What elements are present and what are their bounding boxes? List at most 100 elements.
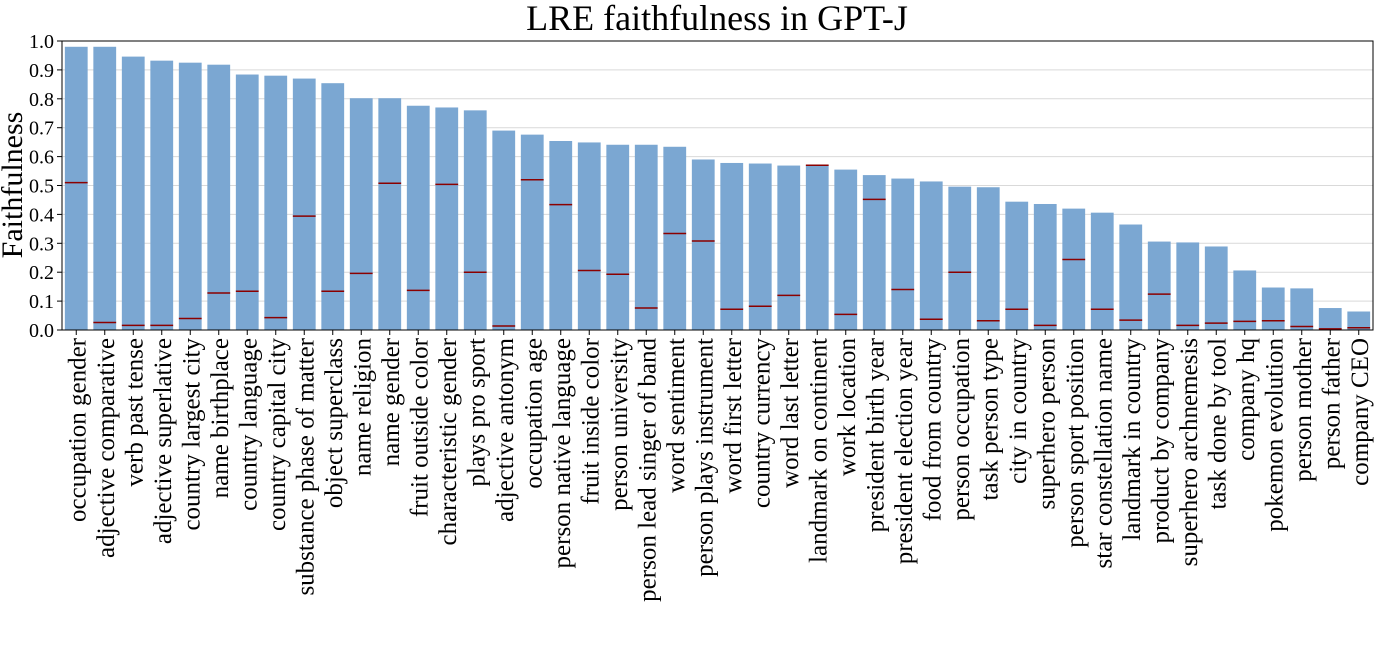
x-tick-label: city in country <box>1005 338 1032 484</box>
bar <box>1204 246 1228 330</box>
bar <box>64 46 88 330</box>
bar <box>207 64 231 330</box>
x-tick-label: food from country <box>919 338 946 522</box>
x-tick-label: landmark on continent <box>805 338 832 563</box>
x-tick-label: word last letter <box>777 337 804 488</box>
bar <box>178 62 202 331</box>
bar <box>1090 212 1114 330</box>
bar <box>634 144 658 330</box>
bar <box>1233 270 1257 330</box>
x-tick-label: verb past tense <box>121 338 148 487</box>
bar <box>805 165 829 330</box>
y-tick-label: 0.5 <box>29 176 54 198</box>
y-tick-label: 1.0 <box>29 31 54 53</box>
x-tick-label: adjective superlative <box>150 338 177 544</box>
x-tick-label: product by company <box>1147 338 1174 544</box>
markers-layer <box>64 164 1371 330</box>
bar <box>919 181 943 330</box>
x-tick-label: person father <box>1318 337 1345 469</box>
bar <box>891 178 915 330</box>
y-ticks-layer: 0.0 0.1 0.2 0.3 0.4 0.5 0.6 0.7 0.8 0.9 1.0 <box>29 31 62 342</box>
x-tick-label: country currency <box>748 338 775 509</box>
y-tick-label: 0.7 <box>29 118 54 140</box>
x-tick-label: occupation gender <box>64 337 91 522</box>
bar <box>1347 311 1371 330</box>
bar <box>321 83 345 330</box>
x-tick-label: occupation age <box>520 338 547 489</box>
y-tick-label: 0.9 <box>29 60 54 82</box>
bar <box>1005 201 1029 330</box>
x-tick-label: president election year <box>891 337 918 564</box>
bar <box>1318 308 1342 330</box>
y-tick-label: 0.4 <box>29 204 54 226</box>
x-tick-label: characteristic gender <box>435 337 462 545</box>
bar <box>549 140 573 330</box>
bar <box>150 60 174 330</box>
x-tick-label: task done by tool <box>1204 338 1231 510</box>
bar <box>349 98 373 330</box>
y-tick-label: 0.8 <box>29 89 54 111</box>
x-tick-label: person sport position <box>1062 338 1089 548</box>
x-tick-label: star constellation name <box>1090 338 1117 568</box>
bar <box>1033 203 1057 330</box>
x-tick-label: person university <box>606 338 633 511</box>
x-tick-label: person native language <box>549 338 576 568</box>
x-tick-label: fruit outside color <box>406 337 433 517</box>
x-tick-label: person mother <box>1290 337 1317 481</box>
bar <box>748 163 772 330</box>
x-tick-label: person occupation <box>948 338 975 521</box>
x-tick-label: name religion <box>349 338 376 477</box>
x-tick-label: name gender <box>378 337 405 466</box>
bars-layer <box>64 46 1371 331</box>
bar <box>121 56 145 331</box>
bar <box>264 75 288 331</box>
x-tick-label: substance phase of matter <box>292 337 319 595</box>
bar <box>834 169 858 330</box>
x-tick-label: country largest city <box>178 338 205 531</box>
y-tick-label: 0.6 <box>29 147 54 169</box>
bar <box>1147 241 1171 330</box>
x-tick-label: adjective antonym <box>492 337 519 522</box>
x-tick-label: task person type <box>976 338 1003 500</box>
bar <box>1290 288 1314 330</box>
y-tick-label: 0.2 <box>29 262 54 284</box>
bar <box>378 98 402 330</box>
y-tick-label: 0.3 <box>29 233 54 255</box>
x-ticks-layer: occupation gender adjective comparative ve… <box>64 330 1374 602</box>
bar <box>976 187 1000 330</box>
x-tick-label: plays pro sport <box>463 338 490 487</box>
x-tick-label: pokemon evolution <box>1261 338 1288 532</box>
x-tick-label: country capital city <box>264 338 291 531</box>
bar <box>235 74 259 330</box>
chart-title: LRE faithfulness in GPT-J <box>526 0 908 38</box>
bar <box>720 162 744 330</box>
bar <box>1261 287 1285 330</box>
x-tick-label: company CEO <box>1347 338 1374 486</box>
bar <box>492 130 516 330</box>
x-tick-label: work location <box>834 338 861 477</box>
x-tick-label: fruit inside color <box>577 337 604 504</box>
y-axis-label: Faithfulness <box>0 112 29 259</box>
bar <box>691 159 715 330</box>
x-tick-label: person plays instrument <box>691 338 718 577</box>
x-tick-label: president birth year <box>862 337 889 532</box>
x-tick-label: word first letter <box>720 337 747 493</box>
x-tick-label: adjective comparative <box>93 338 120 558</box>
bar <box>777 165 801 330</box>
bar <box>93 46 117 330</box>
x-tick-label: superhero person <box>1033 338 1060 510</box>
x-tick-label: country language <box>235 338 262 511</box>
bar <box>435 107 459 330</box>
x-tick-label: landmark in country <box>1119 338 1146 541</box>
x-tick-label: object superclass <box>321 338 348 508</box>
y-tick-label: 0.1 <box>29 291 54 313</box>
bar <box>577 142 601 330</box>
x-tick-label: name birthplace <box>207 338 234 498</box>
bar <box>606 144 630 330</box>
bar <box>862 175 886 330</box>
bar <box>663 146 687 330</box>
x-tick-label: superhero archnemesis <box>1176 338 1203 566</box>
bar <box>463 110 487 330</box>
